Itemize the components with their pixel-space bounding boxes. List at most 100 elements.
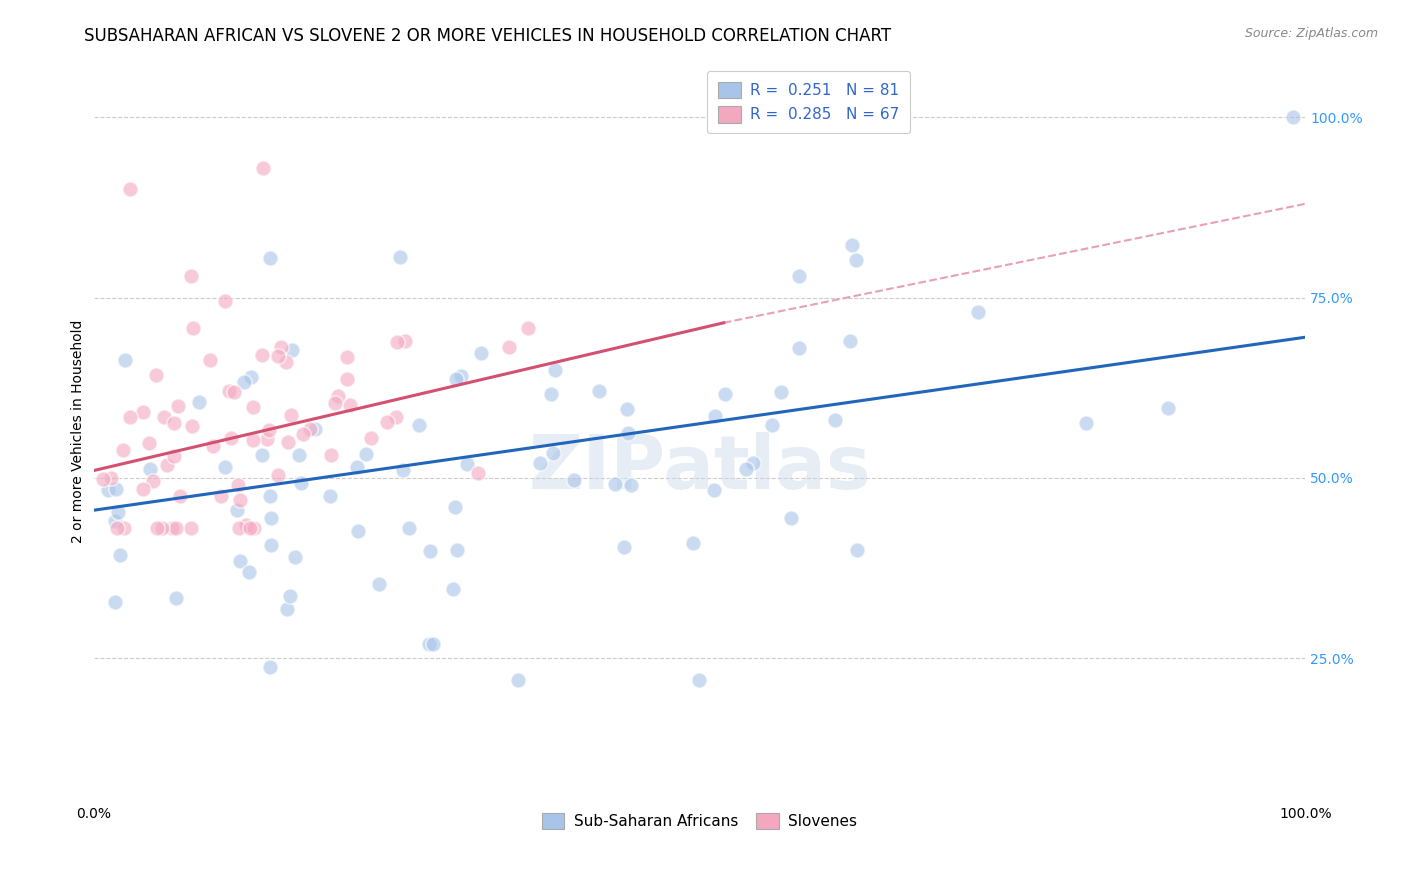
Point bbox=[243, 521, 266, 535]
Point bbox=[224, 384, 246, 399]
Point bbox=[824, 413, 846, 427]
Point bbox=[616, 426, 638, 441]
Point bbox=[276, 601, 298, 615]
Point bbox=[104, 595, 127, 609]
Point bbox=[339, 398, 361, 412]
Point bbox=[259, 489, 281, 503]
Point bbox=[267, 467, 290, 482]
Point bbox=[616, 402, 638, 417]
Point bbox=[239, 370, 262, 384]
Point bbox=[163, 416, 186, 430]
Point bbox=[336, 371, 359, 385]
Point bbox=[169, 489, 191, 503]
Point bbox=[735, 462, 758, 476]
Point bbox=[120, 409, 142, 424]
Point bbox=[250, 348, 273, 362]
Point bbox=[142, 474, 165, 488]
Point bbox=[770, 384, 793, 399]
Point bbox=[107, 505, 129, 519]
Point bbox=[688, 673, 710, 687]
Point bbox=[187, 395, 209, 409]
Point bbox=[250, 448, 273, 462]
Point bbox=[375, 415, 398, 429]
Point bbox=[367, 576, 389, 591]
Point bbox=[160, 521, 183, 535]
Point bbox=[91, 472, 114, 486]
Point bbox=[218, 384, 240, 399]
Point bbox=[288, 448, 311, 462]
Point bbox=[152, 409, 174, 424]
Point bbox=[276, 355, 298, 369]
Point bbox=[280, 343, 302, 358]
Point bbox=[419, 544, 441, 558]
Point bbox=[389, 250, 412, 264]
Point bbox=[323, 396, 346, 410]
Point bbox=[111, 442, 134, 457]
Point bbox=[360, 430, 382, 444]
Point bbox=[257, 423, 280, 437]
Point bbox=[444, 500, 467, 515]
Point bbox=[156, 458, 179, 473]
Point bbox=[603, 476, 626, 491]
Point bbox=[845, 252, 868, 267]
Point bbox=[146, 521, 169, 535]
Point bbox=[181, 321, 204, 335]
Point bbox=[233, 375, 256, 389]
Point bbox=[336, 350, 359, 364]
Point bbox=[467, 467, 489, 481]
Point bbox=[444, 372, 467, 386]
Point bbox=[346, 459, 368, 474]
Point bbox=[256, 432, 278, 446]
Point bbox=[394, 334, 416, 348]
Legend: Sub-Saharan Africans, Slovenes: Sub-Saharan Africans, Slovenes bbox=[536, 806, 863, 836]
Point bbox=[259, 660, 281, 674]
Point bbox=[167, 399, 190, 413]
Point bbox=[398, 520, 420, 534]
Point bbox=[165, 521, 187, 535]
Point bbox=[498, 340, 520, 354]
Point bbox=[291, 426, 314, 441]
Point bbox=[267, 349, 290, 363]
Point bbox=[319, 448, 342, 462]
Point bbox=[418, 637, 440, 651]
Point bbox=[138, 435, 160, 450]
Point bbox=[703, 483, 725, 497]
Point bbox=[235, 518, 257, 533]
Point bbox=[506, 673, 529, 687]
Point bbox=[118, 182, 141, 196]
Text: ZIPatlas: ZIPatlas bbox=[529, 432, 870, 505]
Point bbox=[277, 435, 299, 450]
Point bbox=[278, 590, 301, 604]
Point bbox=[180, 268, 202, 283]
Point bbox=[104, 482, 127, 496]
Point bbox=[284, 549, 307, 564]
Point bbox=[259, 251, 281, 265]
Point bbox=[219, 431, 242, 445]
Point bbox=[214, 460, 236, 475]
Point bbox=[242, 433, 264, 447]
Point bbox=[682, 536, 704, 550]
Point bbox=[470, 346, 492, 360]
Point bbox=[280, 408, 302, 422]
Point bbox=[226, 478, 249, 492]
Point bbox=[562, 473, 585, 487]
Point bbox=[779, 510, 801, 524]
Point bbox=[613, 540, 636, 554]
Point bbox=[150, 521, 173, 535]
Point bbox=[1074, 416, 1097, 430]
Point bbox=[326, 389, 349, 403]
Point bbox=[787, 341, 810, 355]
Point bbox=[456, 457, 478, 471]
Point bbox=[299, 422, 322, 436]
Point bbox=[163, 449, 186, 463]
Text: SUBSAHARAN AFRICAN VS SLOVENE 2 OR MORE VEHICLES IN HOUSEHOLD CORRELATION CHART: SUBSAHARAN AFRICAN VS SLOVENE 2 OR MORE … bbox=[84, 27, 891, 45]
Point bbox=[209, 489, 232, 503]
Point bbox=[385, 334, 408, 349]
Point bbox=[1282, 110, 1305, 124]
Point bbox=[1157, 401, 1180, 415]
Point bbox=[139, 462, 162, 476]
Point bbox=[516, 320, 538, 334]
Point bbox=[132, 405, 155, 419]
Point bbox=[529, 456, 551, 470]
Point bbox=[290, 476, 312, 491]
